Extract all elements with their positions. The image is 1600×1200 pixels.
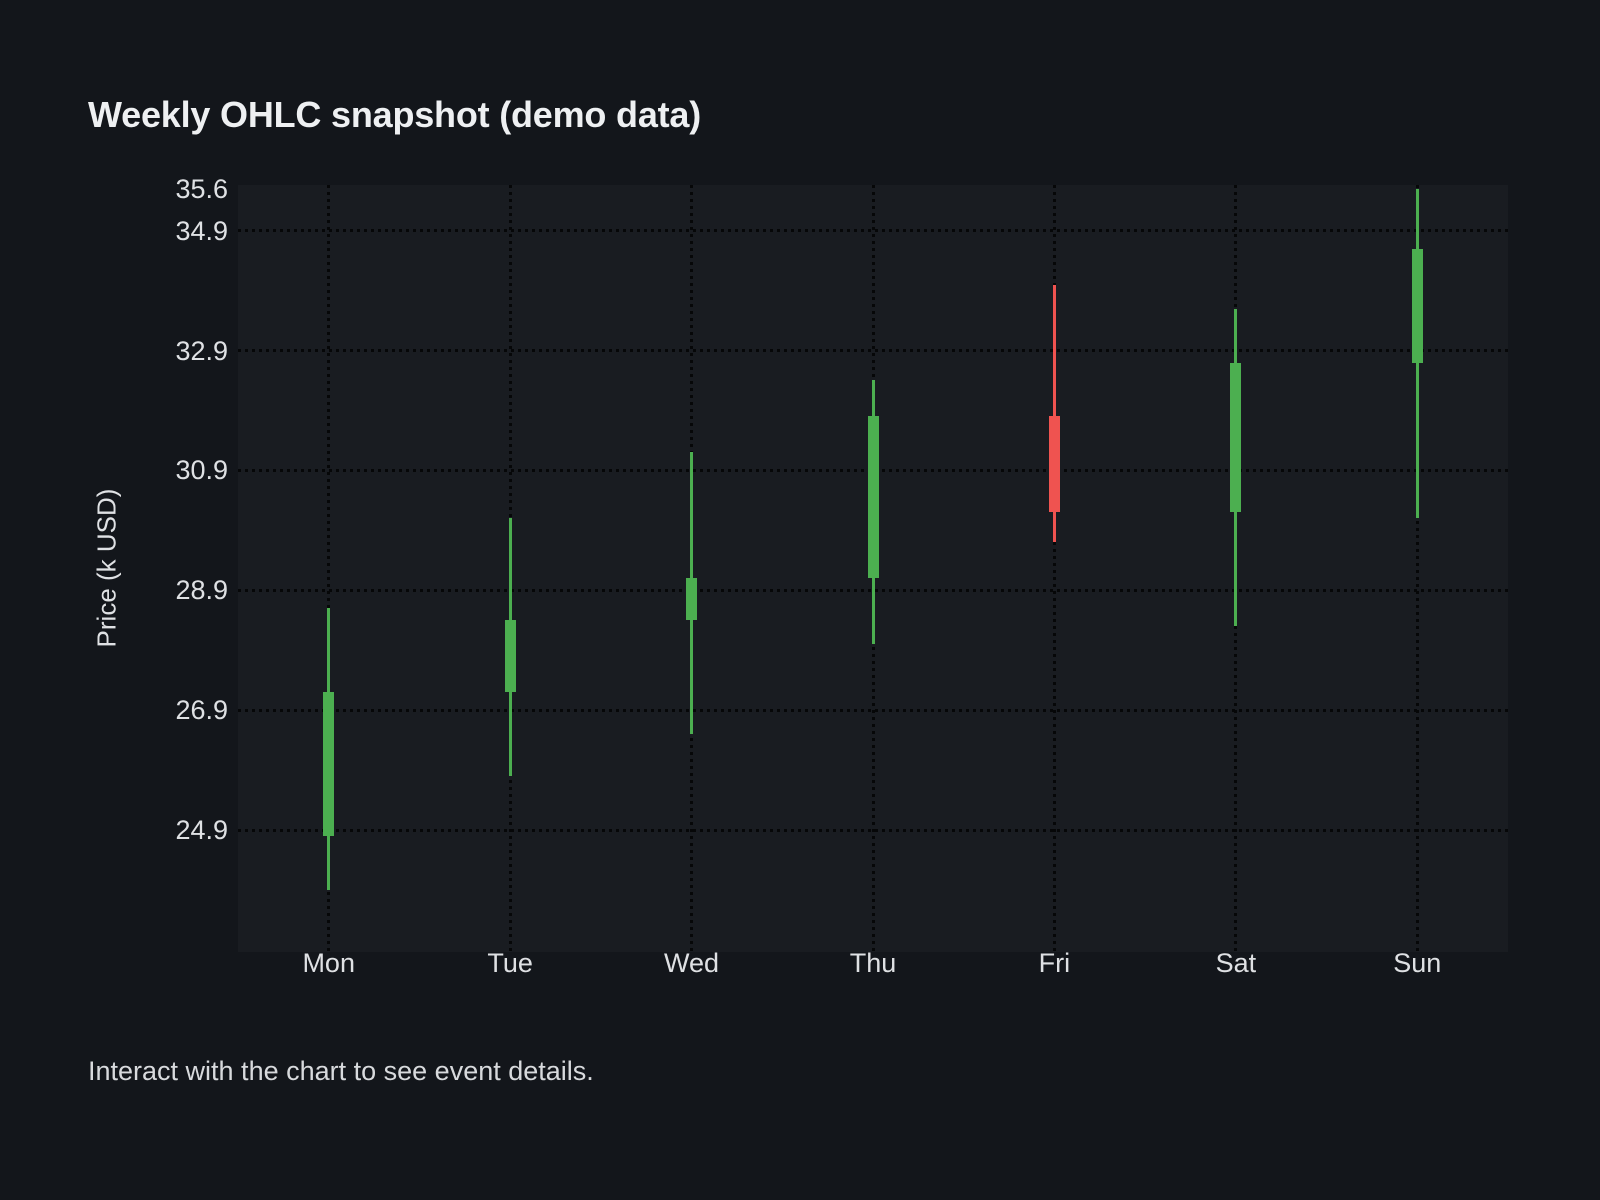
candle-fri-body[interactable] [1048, 416, 1060, 513]
gridline-h-26.9 [238, 708, 1508, 712]
x-tick-label-tue: Tue [487, 948, 533, 978]
y-tick-label-32.9: 32.9 [175, 335, 228, 366]
y-tick-label-26.9: 26.9 [175, 695, 228, 726]
x-tick-label-thu: Thu [849, 948, 897, 978]
candle-sat-body[interactable] [1230, 362, 1242, 513]
candle-thu-body[interactable] [867, 416, 879, 579]
candle-fri-wick[interactable] [1052, 284, 1056, 543]
chart-title: Weekly OHLC snapshot (demo data) [88, 94, 702, 135]
gridline-h-24.9 [238, 828, 1508, 832]
y-tick-label-30.9: 30.9 [175, 455, 228, 486]
footer-note: Interact with the chart to see event det… [88, 1056, 594, 1086]
candle-mon-body[interactable] [323, 692, 335, 837]
x-tick-label-wed: Wed [664, 948, 720, 978]
x-tick-label-fri: Fri [1038, 948, 1071, 978]
x-tick-label-mon: Mon [302, 948, 355, 978]
y-tick-label-24.9: 24.9 [175, 815, 228, 846]
y-tick-label-34.9: 34.9 [175, 215, 228, 246]
candle-wed-body[interactable] [686, 578, 698, 621]
y-tick-label-28.9: 28.9 [175, 575, 228, 606]
candle-tue-body[interactable] [504, 620, 516, 693]
y-tick-label-35.6: 35.6 [175, 173, 228, 204]
y-axis-title: Price (k USD) [91, 488, 122, 648]
x-tick-label-sun: Sun [1393, 948, 1442, 978]
plot-area[interactable] [238, 185, 1508, 952]
candle-sun-body[interactable] [1411, 248, 1423, 363]
x-tick-label-sat: Sat [1215, 948, 1257, 978]
gridline-h-34.9 [238, 229, 1508, 233]
gridline-h-32.9 [238, 349, 1508, 352]
